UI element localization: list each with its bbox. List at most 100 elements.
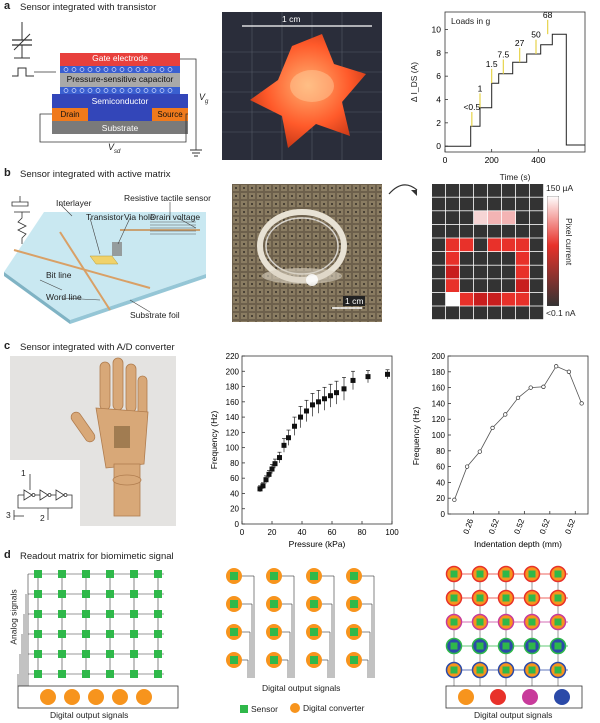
pixel <box>432 238 446 252</box>
load-label: 7.5 <box>497 50 509 60</box>
y-tick-label: 180 <box>226 383 240 392</box>
sensor <box>230 600 238 608</box>
ring-oscillator-icon <box>13 474 73 520</box>
plot-frame <box>444 11 586 153</box>
pixel <box>432 279 446 292</box>
pixel <box>502 197 516 211</box>
sensor <box>502 594 510 602</box>
data-point <box>341 386 347 392</box>
sensor <box>310 628 318 636</box>
data-point <box>266 471 272 477</box>
sensor <box>82 670 90 678</box>
sensor <box>554 666 562 674</box>
data-point <box>328 393 333 399</box>
callout-resistive-sensor: Resistive tactile sensor <box>124 193 211 203</box>
pixel <box>432 224 446 238</box>
data-point <box>272 461 278 467</box>
pixel <box>432 265 446 279</box>
pixel <box>488 238 502 252</box>
sensor <box>310 600 318 608</box>
data-point <box>316 399 321 405</box>
circuit-label-3: 3 <box>6 510 11 520</box>
data-point <box>515 395 521 401</box>
data-point <box>281 442 287 448</box>
pixel <box>474 306 488 320</box>
pixel <box>446 211 460 224</box>
callout-bit-line: Bit line <box>46 270 72 280</box>
sensor <box>528 666 536 674</box>
data-point <box>277 455 282 461</box>
y-tick-label: 0 <box>441 510 446 519</box>
x-tick-label: 100 <box>385 528 399 537</box>
pixel <box>516 184 530 197</box>
pixel <box>474 211 488 224</box>
converter-bar <box>445 685 583 709</box>
panel-title-a: Sensor integrated with transistor <box>20 2 157 13</box>
data-point <box>334 390 339 396</box>
pixel <box>446 224 460 238</box>
y-tick-label: 200 <box>432 352 446 361</box>
load-label: 1 <box>478 83 483 93</box>
digital-converter <box>490 689 506 705</box>
digital-converter <box>522 689 538 705</box>
sensor <box>58 670 66 678</box>
circuit-label-1: 1 <box>21 468 26 478</box>
callout-interlayer: Interlayer <box>56 198 92 208</box>
sensor <box>528 594 536 602</box>
sensor <box>528 570 536 578</box>
y-tick-label: 80 <box>230 459 239 468</box>
y-tick-label: 4 <box>436 95 441 105</box>
layer-drain-label: Drain <box>60 110 80 119</box>
pixel <box>460 279 474 292</box>
sensor <box>476 666 484 674</box>
pixel <box>516 252 530 265</box>
sensor <box>34 630 42 638</box>
pixel <box>432 211 446 224</box>
sensor <box>350 572 358 580</box>
sensor <box>130 650 138 658</box>
pixel <box>516 211 530 224</box>
sensor <box>310 572 318 580</box>
sensor <box>554 570 562 578</box>
sensor <box>230 628 238 636</box>
data-point <box>490 425 495 431</box>
panel-label-a: a <box>4 0 11 12</box>
pixel <box>530 279 544 292</box>
plot-frame <box>447 355 589 515</box>
pixel <box>460 197 474 211</box>
pixel <box>502 306 516 320</box>
sensor <box>502 666 510 674</box>
sensor <box>34 650 42 658</box>
y-tick-label: 180 <box>432 368 446 377</box>
x-tick-label: 400 <box>531 155 545 165</box>
sensor <box>58 590 66 598</box>
sensor <box>82 590 90 598</box>
legend-sensor: Sensor <box>240 704 278 714</box>
x-tick-label: 200 <box>485 155 499 165</box>
active-matrix-diagram <box>4 196 206 324</box>
y-tick-label: 160 <box>432 384 446 393</box>
sensor <box>554 618 562 626</box>
pixel <box>502 184 516 197</box>
sensor <box>58 650 66 658</box>
sensor <box>476 642 484 650</box>
data-point <box>541 384 546 389</box>
sensor <box>528 618 536 626</box>
colorbar-min: <0.1 nA <box>546 308 576 318</box>
pixel <box>488 265 502 279</box>
sensor <box>34 670 42 678</box>
chart-a-legend-title: Loads in g <box>451 16 490 26</box>
sensor <box>450 666 458 674</box>
legend-sensor-label: Sensor <box>251 704 278 714</box>
data-point <box>579 401 584 406</box>
sensor <box>34 610 42 618</box>
pixel <box>502 224 516 238</box>
chart-a-ylabel: Δ I_DS (A) <box>409 62 419 102</box>
sensor <box>350 656 358 664</box>
sensor <box>82 610 90 618</box>
y-tick-label: 120 <box>226 428 240 437</box>
legend-converter-label: Digital converter <box>303 703 365 713</box>
layer-capacitor-label: Pressure-sensitive capacitor <box>66 74 174 84</box>
sensor <box>350 628 358 636</box>
star-sensor-photo <box>222 12 382 160</box>
